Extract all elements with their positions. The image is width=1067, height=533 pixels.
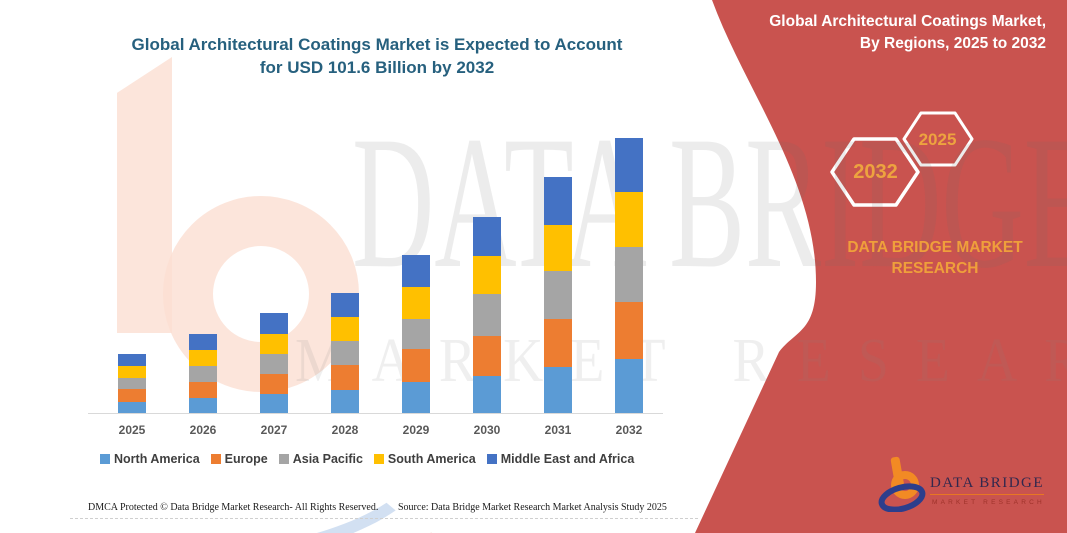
- bar-segment-2032-middle-east-and-africa: [615, 138, 643, 192]
- bar-segment-2025-south-america: [118, 366, 146, 378]
- bar-segment-2025-middle-east-and-africa: [118, 354, 146, 366]
- hexagon-2025-outline: [902, 111, 974, 167]
- bar-segment-2028-middle-east-and-africa: [331, 293, 359, 317]
- hexagon-2032-year: 2032: [853, 161, 898, 183]
- footer-dmca-text: DMCA Protected © Data Bridge Market Rese…: [88, 502, 379, 513]
- footer-source-text: Source: Data Bridge Market Research Mark…: [398, 502, 667, 513]
- bar-segment-2032-asia-pacific: [615, 247, 643, 302]
- bar-segment-2030-europe: [473, 336, 501, 376]
- legend-item-north-america: North America: [100, 452, 200, 466]
- legend-label-europe: Europe: [224, 452, 268, 466]
- bar-segment-2027-europe: [260, 374, 288, 394]
- bar-segment-2030-middle-east-and-africa: [473, 217, 501, 256]
- bar-segment-2029-middle-east-and-africa: [402, 255, 430, 287]
- legend-label-middle-east-and-africa: Middle East and Africa: [500, 452, 635, 466]
- logo-b-stem: [890, 456, 905, 489]
- bar-segment-2026-south-america: [189, 350, 217, 366]
- bar-2027: [260, 313, 288, 414]
- bar-segment-2028-asia-pacific: [331, 341, 359, 365]
- bar-segment-2029-asia-pacific: [402, 319, 430, 349]
- bar-segment-2027-south-america: [260, 334, 288, 354]
- bar-segment-2031-middle-east-and-africa: [544, 177, 572, 225]
- bar-segment-2029-europe: [402, 349, 430, 382]
- bar-segment-2031-asia-pacific: [544, 271, 572, 319]
- bar-segment-2025-europe: [118, 389, 146, 402]
- legend-label-south-america: South America: [387, 452, 476, 466]
- legend-item-middle-east-and-africa: Middle East and Africa: [486, 452, 635, 466]
- data-bridge-logo: DATA BRIDGE MARKET RESEARCH: [878, 452, 1058, 516]
- bar-segment-2030-north-america: [473, 376, 501, 414]
- hexagon-2025-year: 2025: [918, 130, 957, 149]
- bar-segment-2032-europe: [615, 302, 643, 359]
- bar-segment-2026-middle-east-and-africa: [189, 334, 217, 350]
- chart-legend: North America Europe Asia Pacific South Ame…: [100, 452, 634, 466]
- hexagon-2032-outline: [830, 137, 920, 207]
- bar-segment-2029-north-america: [402, 382, 430, 414]
- bar-segment-2027-middle-east-and-africa: [260, 313, 288, 334]
- brand-wordmark-line2: RESEARCH: [891, 260, 979, 277]
- side-panel-title-line2: By Regions, 2025 to 2032: [859, 35, 1046, 52]
- bar-segment-2030-south-america: [473, 256, 501, 294]
- legend-label-asia-pacific: Asia Pacific: [292, 452, 363, 466]
- bar-segment-2032-south-america: [615, 192, 643, 247]
- bar-segment-2026-asia-pacific: [189, 366, 217, 382]
- bar-segment-2025-asia-pacific: [118, 378, 146, 389]
- bar-segment-2031-north-america: [544, 367, 572, 414]
- bar-2029: [402, 255, 430, 414]
- x-axis-line: [88, 413, 663, 414]
- legend-swatch-north-america: [100, 454, 110, 464]
- bar-segment-2028-north-america: [331, 390, 359, 414]
- legend-label-north-america: North America: [114, 452, 200, 466]
- brand-wordmark-line1: DATA BRIDGE MARKET: [847, 239, 1023, 256]
- bar-segment-2031-south-america: [544, 225, 572, 271]
- x-axis-label-2029: 2029: [402, 423, 430, 437]
- bar-2031: [544, 177, 572, 414]
- bar-segment-2028-south-america: [331, 317, 359, 341]
- legend-item-asia-pacific: Asia Pacific: [278, 452, 363, 466]
- side-panel-title: Global Architectural Coatings Market, By…: [686, 11, 1046, 55]
- bar-segment-2029-south-america: [402, 287, 430, 319]
- bar-segment-2030-asia-pacific: [473, 294, 501, 336]
- legend-swatch-europe: [210, 454, 221, 464]
- logo-d-swoosh: [878, 483, 926, 512]
- bar-2026: [189, 334, 217, 414]
- legend-item-europe: Europe: [210, 452, 268, 466]
- bar-segment-2028-europe: [331, 365, 359, 390]
- bar-segment-2032-north-america: [615, 359, 643, 414]
- x-axis-label-2032: 2032: [615, 423, 643, 437]
- bar-segment-2027-asia-pacific: [260, 354, 288, 374]
- legend-swatch-south-america: [373, 454, 384, 464]
- bar-segment-2027-north-america: [260, 394, 288, 414]
- data-bridge-logo-icon: [878, 456, 926, 512]
- chart-title-line2: for USD 101.6 Billion by 2032: [259, 58, 495, 77]
- x-axis-label-2031: 2031: [544, 423, 572, 437]
- chart-title-line1: Global Architectural Coatings Market is …: [131, 35, 623, 54]
- bar-segment-2026-europe: [189, 382, 217, 398]
- legend-swatch-middle-east-and-africa: [486, 454, 497, 464]
- x-axis-label-2025: 2025: [118, 423, 146, 437]
- brand-wordmark: DATA BRIDGE MARKET RESEARCH: [815, 237, 1055, 279]
- x-axis-label-2027: 2027: [260, 423, 288, 437]
- footer-dashed-divider: [70, 518, 698, 519]
- side-panel-title-line1: Global Architectural Coatings Market,: [769, 13, 1046, 30]
- x-axis-label-2028: 2028: [331, 423, 359, 437]
- x-axis-label-2030: 2030: [473, 423, 501, 437]
- x-axis-label-2026: 2026: [189, 423, 217, 437]
- bar-2032: [615, 138, 643, 414]
- logo-subtitle-text: MARKET RESEARCH: [932, 499, 1045, 506]
- side-panel-shape: [695, 0, 1067, 533]
- bar-2028: [331, 293, 359, 414]
- bar-2030: [473, 217, 501, 414]
- chart-title: Global Architectural Coatings Market is …: [47, 33, 707, 79]
- legend-item-south-america: South America: [373, 452, 476, 466]
- bar-segment-2026-north-america: [189, 398, 217, 414]
- bar-segment-2025-north-america: [118, 402, 146, 414]
- bar-2025: [118, 354, 146, 414]
- legend-swatch-asia-pacific: [278, 454, 289, 464]
- bar-segment-2031-europe: [544, 319, 572, 367]
- logo-name-text: DATA BRIDGE: [930, 475, 1045, 495]
